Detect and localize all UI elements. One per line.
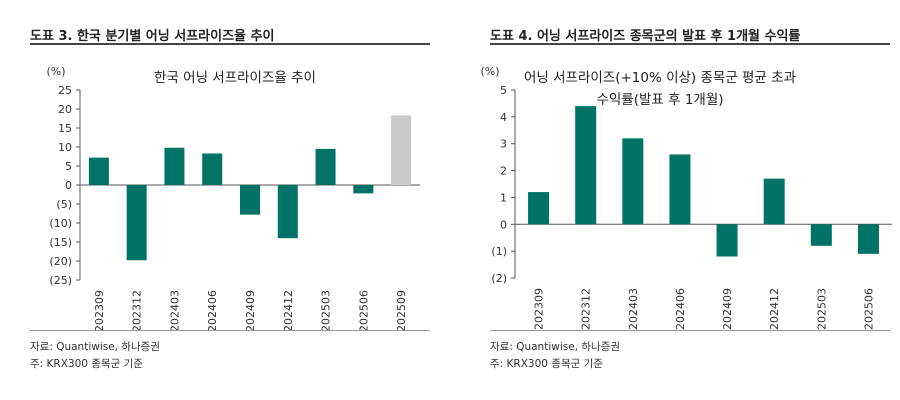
figure-title: 도표 3. 한국 분기별 어닝 서프라이즈율 추이 bbox=[30, 29, 275, 44]
x-tick-label: 202503 bbox=[815, 288, 828, 330]
y-tick-label: 10 bbox=[58, 141, 72, 154]
bar-202409 bbox=[716, 224, 738, 257]
x-tick-label: 202412 bbox=[768, 288, 781, 330]
y-tick-label: 5 bbox=[500, 84, 507, 97]
y-tick-label: 4 bbox=[500, 111, 507, 124]
bar-202409 bbox=[240, 185, 260, 215]
y-tick-label: (1) bbox=[491, 245, 507, 258]
y-tick-label: 1 bbox=[500, 191, 507, 204]
bar-202506 bbox=[857, 224, 879, 254]
y-tick-label: (20) bbox=[49, 255, 72, 268]
y-tick-label: 0 bbox=[65, 179, 72, 192]
bar-202509 bbox=[391, 115, 412, 185]
y-axis-unit-label: (%) bbox=[46, 65, 65, 78]
x-tick-label: 202509 bbox=[395, 290, 408, 330]
x-tick-label: 202406 bbox=[206, 290, 219, 330]
y-tick-label: (25) bbox=[49, 274, 72, 287]
y-tick-label: (10) bbox=[49, 217, 72, 230]
figure-title: 도표 4. 어닝 서프라이즈 종목군의 발표 후 1개월 수익률 bbox=[490, 29, 801, 44]
y-tick-label: (15) bbox=[49, 236, 72, 249]
y-tick-label: (2) bbox=[491, 272, 507, 285]
title-divider bbox=[30, 43, 430, 45]
y-tick-label: 3 bbox=[500, 138, 507, 151]
figure-4-panel: 도표 4. 어닝 서프라이즈 종목군의 발표 후 1개월 수익률 (%) 어닝 서… bbox=[460, 0, 900, 400]
y-axis-unit-label: (%) bbox=[480, 65, 499, 78]
bar-202506 bbox=[353, 185, 374, 194]
bar-202403 bbox=[164, 147, 185, 185]
basis-note: 주: KRX300 종목군 기준 bbox=[30, 358, 143, 370]
footer-divider bbox=[30, 330, 430, 331]
chart-subtitle: 수익률(발표 후 1개월) bbox=[596, 92, 723, 108]
bar-202309 bbox=[528, 192, 550, 225]
chart-title: 한국 어닝 서프라이즈율 추이 bbox=[154, 70, 316, 86]
x-tick-label: 202403 bbox=[627, 288, 640, 330]
source-note: 자료: Quantiwise, 하나증권 bbox=[490, 341, 620, 353]
y-tick-label: 5 bbox=[65, 160, 72, 173]
y-tick-label: 25 bbox=[58, 84, 72, 97]
source-note: 자료: Quantiwise, 하나증권 bbox=[30, 341, 160, 353]
x-tick-label: 202403 bbox=[168, 290, 181, 330]
x-tick-label: 202412 bbox=[282, 290, 295, 330]
figure-3-panel: 도표 3. 한국 분기별 어닝 서프라이즈율 추이 (%) 한국 어닝 서프라이즈… bbox=[0, 0, 440, 400]
x-tick-label: 202409 bbox=[244, 290, 257, 330]
x-tick-label: 202312 bbox=[580, 288, 593, 330]
y-tick-label: (5) bbox=[56, 198, 72, 211]
earnings-surprise-chart: (%) 한국 어닝 서프라이즈율 추이 25 20 15 10 5 0 (5) (10) (15) (… bbox=[46, 65, 420, 330]
bar-202406 bbox=[669, 154, 691, 225]
x-tick-label: 202506 bbox=[357, 290, 370, 330]
bar-202406 bbox=[202, 153, 223, 185]
bar-202312 bbox=[126, 185, 147, 261]
chart-title: 어닝 서프라이즈(+10% 이상) 종목군 평균 초과 bbox=[524, 70, 796, 86]
x-tick-label: 202406 bbox=[674, 288, 687, 330]
x-tick-label: 202309 bbox=[93, 290, 106, 330]
bar-202403 bbox=[622, 138, 644, 225]
y-tick-label: 20 bbox=[58, 103, 72, 116]
x-tick-label: 202309 bbox=[533, 288, 546, 330]
bar-202503 bbox=[810, 224, 832, 246]
bar-202412 bbox=[763, 178, 785, 225]
y-tick-label: 0 bbox=[500, 218, 507, 231]
bar-202312 bbox=[575, 106, 597, 225]
y-tick-label: 2 bbox=[500, 165, 507, 178]
bar-202503 bbox=[315, 148, 336, 185]
basis-note: 주: KRX300 종목군 기준 bbox=[490, 358, 603, 370]
bar-202309 bbox=[88, 157, 109, 185]
footer-divider bbox=[490, 330, 890, 331]
bar-202412 bbox=[277, 185, 298, 239]
title-divider bbox=[490, 43, 890, 45]
x-tick-label: 202312 bbox=[131, 290, 144, 330]
y-tick-label: 15 bbox=[58, 122, 72, 135]
x-tick-label: 202409 bbox=[721, 288, 734, 330]
x-tick-label: 202506 bbox=[862, 288, 875, 330]
x-tick-label: 202503 bbox=[320, 290, 333, 330]
